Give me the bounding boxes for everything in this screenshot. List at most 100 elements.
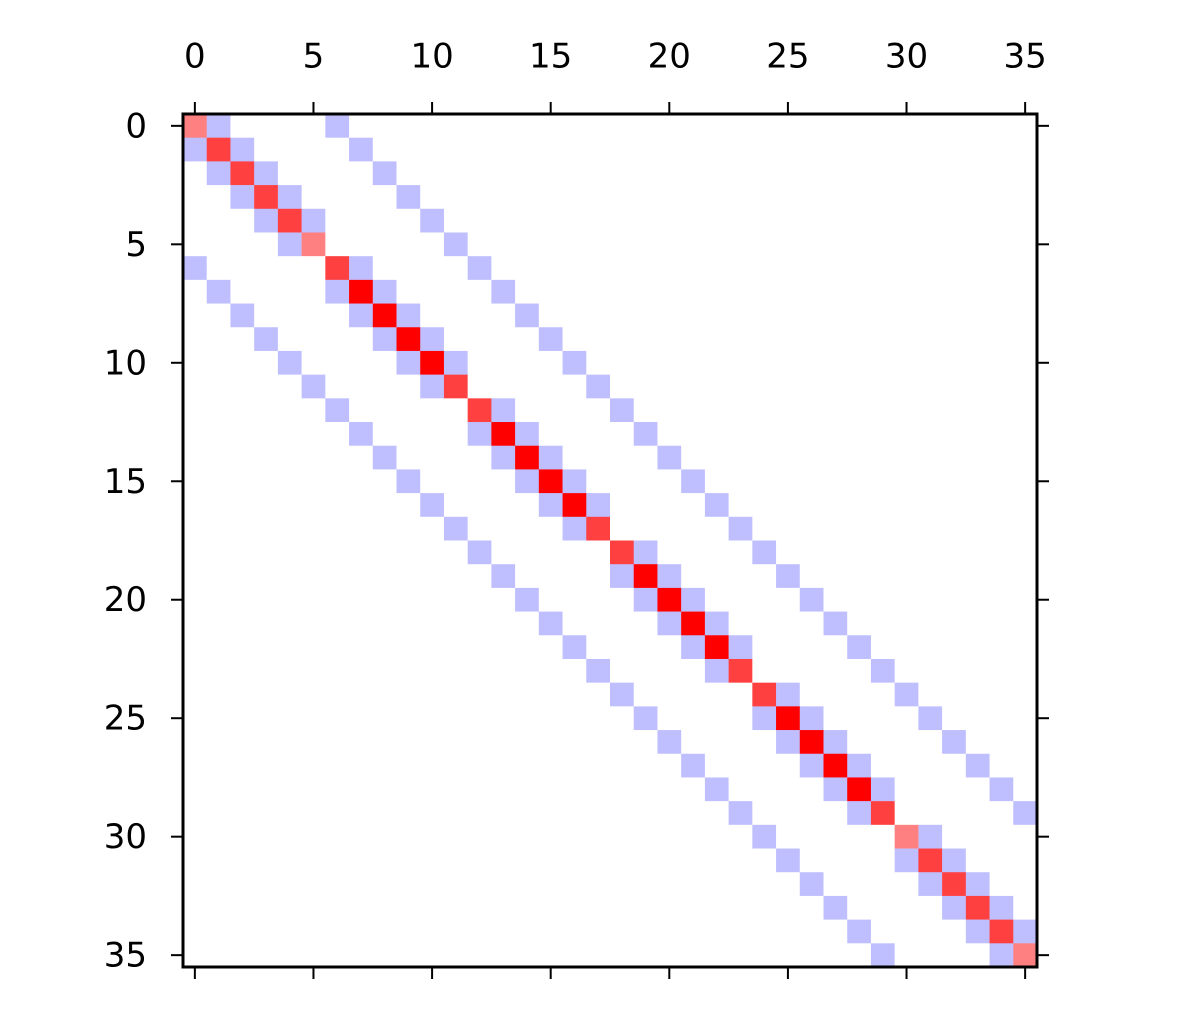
- matrix-cell: [206, 327, 231, 352]
- matrix-cell: [443, 185, 468, 210]
- matrix-cell: [823, 374, 848, 399]
- matrix-cell: [467, 753, 492, 778]
- matrix-cell: [325, 848, 350, 873]
- matrix-cell: [1013, 350, 1038, 375]
- matrix-cell: [870, 208, 895, 233]
- matrix-cell: [562, 398, 587, 423]
- matrix-cell: [562, 374, 587, 399]
- matrix-cell: [870, 587, 895, 612]
- matrix-cell: [633, 161, 658, 186]
- matrix-cell: [918, 374, 943, 399]
- matrix-cell: [1013, 824, 1038, 849]
- matrix-cell: [752, 303, 777, 328]
- matrix-cell: [230, 635, 255, 660]
- matrix-cell: [372, 516, 397, 541]
- matrix-cell: [610, 374, 635, 399]
- matrix-cell: [325, 611, 350, 636]
- matrix-cell: [847, 611, 872, 636]
- matrix-cell: [230, 445, 255, 470]
- matrix-cell: [752, 611, 777, 636]
- matrix-cell: [799, 208, 824, 233]
- matrix-cell: [681, 232, 706, 257]
- matrix-cell: [349, 398, 374, 423]
- matrix-cell: [633, 753, 658, 778]
- matrix-cell: [467, 232, 492, 257]
- matrix-cell: [633, 895, 658, 920]
- matrix-cell: [799, 398, 824, 423]
- matrix-cell: [918, 872, 943, 897]
- matrix-cell: [396, 587, 421, 612]
- matrix-cell: [538, 753, 563, 778]
- matrix-cell: [610, 256, 635, 281]
- matrix-cell: [942, 919, 967, 944]
- matrix-cell: [610, 516, 635, 541]
- matrix-cell: [325, 943, 350, 968]
- matrix-cell: [657, 350, 682, 375]
- matrix-cell: [894, 587, 919, 612]
- matrix-cell: [989, 540, 1014, 565]
- matrix-cell: [254, 374, 279, 399]
- matrix-cell: [420, 943, 445, 968]
- matrix-cell: [277, 540, 302, 565]
- matrix-cell: [515, 256, 540, 281]
- matrix-cell: [657, 824, 682, 849]
- matrix-cell: [349, 587, 374, 612]
- matrix-cell: [396, 161, 421, 186]
- matrix-cell: [657, 398, 682, 423]
- matrix-cell: [396, 635, 421, 660]
- matrix-cell: [823, 208, 848, 233]
- matrix-cell: [799, 114, 824, 138]
- matrix-cell: [515, 682, 540, 707]
- matrix-cell: [799, 137, 824, 162]
- matrix-cell: [183, 658, 208, 683]
- matrix-cell: [467, 279, 492, 304]
- matrix-cell: [657, 753, 682, 778]
- matrix-cell: [515, 114, 540, 138]
- matrix-cell: [467, 303, 492, 328]
- matrix-cell: [372, 469, 397, 494]
- matrix-cell: [657, 516, 682, 541]
- matrix-cell: [610, 658, 635, 683]
- matrix-cell: [443, 540, 468, 565]
- matrix-cell: [491, 445, 516, 470]
- matrix-cell: [657, 658, 682, 683]
- matrix-cell: [776, 706, 801, 731]
- matrix-cell: [657, 540, 682, 565]
- matrix-cell: [301, 445, 326, 470]
- matrix-cell: [633, 682, 658, 707]
- matrix-cell: [586, 398, 611, 423]
- matrix-cell: [301, 350, 326, 375]
- matrix-cell: [681, 895, 706, 920]
- matrix-cell: [254, 256, 279, 281]
- matrix-cell: [586, 872, 611, 897]
- matrix-cell: [538, 848, 563, 873]
- matrix-cell: [443, 327, 468, 352]
- matrix-cell: [823, 801, 848, 826]
- matrix-cell: [681, 872, 706, 897]
- matrix-cell: [301, 137, 326, 162]
- matrix-cell: [515, 872, 540, 897]
- matrix-cell: [681, 919, 706, 944]
- matrix-cell: [728, 256, 753, 281]
- matrix-cell: [1013, 919, 1038, 944]
- matrix-cell: [965, 872, 990, 897]
- matrix-cell: [538, 564, 563, 589]
- matrix-cell: [823, 635, 848, 660]
- matrix-cell: [657, 730, 682, 755]
- matrix-cell: [277, 469, 302, 494]
- matrix-cell: [799, 232, 824, 257]
- matrix-cell: [206, 445, 231, 470]
- matrix-cell: [989, 303, 1014, 328]
- matrix-cell: [254, 753, 279, 778]
- matrix-cell: [325, 279, 350, 304]
- matrix-cell: [277, 895, 302, 920]
- matrix-cell: [254, 587, 279, 612]
- matrix-cell: [894, 635, 919, 660]
- matrix-cell: [681, 303, 706, 328]
- matrix-cell: [467, 350, 492, 375]
- matrix-cell: [965, 540, 990, 565]
- matrix-cell: [776, 208, 801, 233]
- matrix-cell: [728, 422, 753, 447]
- matrix-cell: [799, 374, 824, 399]
- matrix-cell: [586, 730, 611, 755]
